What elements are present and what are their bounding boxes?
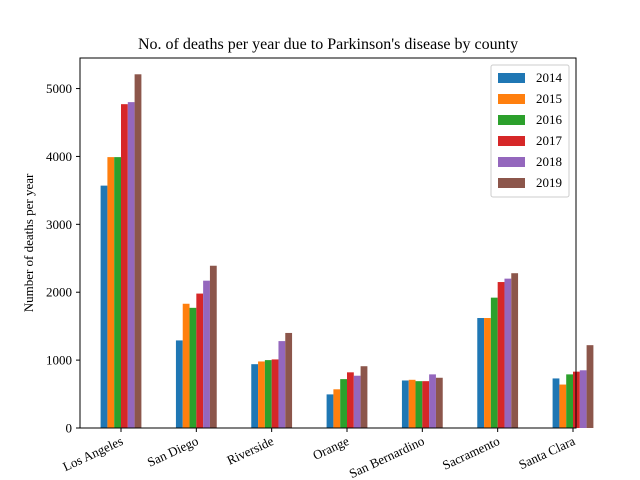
bar-san-bernardino-2018	[429, 374, 436, 428]
bar-orange-2014	[326, 394, 334, 428]
bar-santa-clara-2018	[579, 370, 587, 428]
bar-riverside-2018	[278, 341, 286, 428]
bar-sacramento-2019	[511, 273, 519, 428]
bar-santa-clara-2019	[586, 345, 594, 428]
bar-riverside-2019	[285, 332, 293, 428]
bar-los-angeles-2014	[100, 185, 108, 428]
y-tick-label: 5000	[46, 81, 72, 96]
bar-sacramento-2015	[484, 318, 491, 428]
y-tick-label: 0	[66, 421, 73, 436]
bar-san-diego-2019	[209, 265, 217, 428]
bar-riverside-2014	[251, 364, 259, 428]
legend: 2014 2015 2016 2017 2018 2019	[490, 64, 570, 198]
bar-san-diego-2014	[175, 340, 183, 428]
x-tick-label: Sacramento	[440, 433, 502, 473]
bar-orange-2015	[333, 389, 341, 428]
bars-group	[100, 74, 594, 429]
bar-san-diego-2018	[203, 280, 210, 428]
legend-swatch-2019	[498, 178, 525, 188]
bar-sacramento-2014	[477, 318, 485, 428]
bar-santa-clara-2014	[552, 378, 560, 428]
bar-san-diego-2016	[189, 307, 197, 428]
legend-label-2018: 2018	[536, 154, 562, 169]
x-tick-label: San Diego	[145, 433, 201, 470]
legend-swatch-2015	[498, 94, 525, 104]
bar-riverside-2016	[264, 360, 272, 428]
bar-san-bernardino-2014	[401, 380, 409, 428]
bar-riverside-2015	[258, 361, 265, 428]
x-tick-label: Riverside	[224, 433, 276, 468]
bar-san-bernardino-2015	[408, 379, 416, 428]
bar-san-bernardino-2017	[422, 381, 430, 428]
bar-san-bernardino-2019	[435, 377, 443, 428]
x-tick-label: Santa Clara	[516, 433, 577, 472]
plot-frame	[79, 57, 577, 429]
x-tick-label: Los Angeles	[60, 433, 125, 474]
legend-label-2019: 2019	[536, 175, 562, 190]
legend-swatch-2018	[498, 157, 525, 167]
bar-santa-clara-2016	[566, 374, 573, 428]
bar-sacramento-2016	[490, 297, 498, 428]
legend-swatch-2016	[498, 115, 525, 125]
legend-label-2017: 2017	[536, 133, 563, 148]
x-tick-label: Orange	[310, 433, 351, 463]
legend-swatch-2014	[498, 73, 525, 83]
chart-title: No. of deaths per year due to Parkinson'…	[138, 36, 518, 53]
bar-orange-2019	[360, 366, 368, 428]
bar-orange-2017	[347, 372, 354, 428]
bar-santa-clara-2015	[559, 384, 567, 428]
bar-sacramento-2018	[504, 278, 512, 428]
y-axis: 0 1000 2000 3000 4000 5000	[46, 81, 80, 436]
bar-orange-2018	[353, 375, 361, 428]
bar-san-diego-2015	[182, 303, 190, 428]
bar-los-angeles-2019	[134, 74, 142, 428]
bar-los-angeles-2016	[114, 157, 121, 428]
legend-label-2015: 2015	[536, 91, 562, 106]
bar-san-diego-2017	[196, 293, 204, 428]
bar-riverside-2017	[271, 359, 279, 428]
legend-swatch-2017	[498, 136, 525, 146]
bar-los-angeles-2017	[121, 104, 128, 429]
y-axis-label: Number of deaths per year	[21, 173, 36, 312]
bar-los-angeles-2015	[107, 157, 115, 428]
y-tick-label: 2000	[46, 285, 72, 300]
legend-label-2014: 2014	[536, 70, 563, 85]
legend-label-2016: 2016	[536, 112, 563, 127]
bar-orange-2016	[340, 379, 347, 428]
bar-sacramento-2017	[497, 282, 505, 428]
bar-los-angeles-2018	[127, 102, 135, 428]
y-tick-label: 4000	[46, 149, 72, 164]
y-tick-label: 1000	[46, 353, 72, 368]
y-tick-label: 3000	[46, 217, 72, 232]
bar-san-bernardino-2016	[415, 381, 423, 428]
x-tick-label: San Bernardino	[347, 433, 427, 480]
